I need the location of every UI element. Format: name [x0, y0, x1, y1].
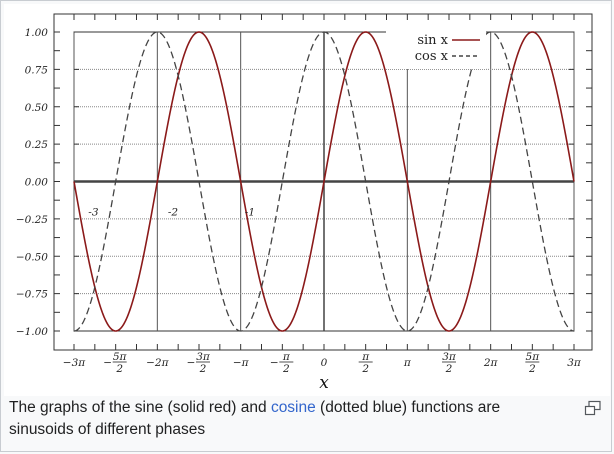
sine-cosine-chart: 1.00 0.75 0.50 0.25 0.00 −0.25 −0.50 −0.75 −1.00…: [4, 4, 610, 396]
x-tick-label: 5π2: [525, 351, 540, 375]
x-tick-label-sign: −: [270, 357, 279, 369]
x-tick-label-denominator: 2: [115, 363, 123, 375]
chart-svg: 1.00 0.75 0.50 0.25 0.00 −0.25 −0.50 −0.75 −1.00…: [16, 13, 593, 393]
y-tick-label: 0.00: [25, 177, 49, 189]
x-tick-label: π: [403, 357, 412, 369]
sin-series-line: [73, 31, 575, 332]
y-tick-label: 0.75: [25, 64, 49, 76]
x-tick-label-denominator: 2: [282, 363, 290, 375]
x-tick-label-denominator: 2: [199, 363, 207, 375]
y-tick-label: −0.75: [16, 289, 48, 301]
x-tick-label-numerator: π: [282, 351, 291, 363]
x-tick-label-numerator: π: [361, 351, 370, 363]
y-tick-label: −0.50: [16, 251, 48, 263]
x-tick-label-numerator: 5π: [526, 351, 541, 363]
y-tick-label: −1.00: [16, 326, 48, 338]
x-tick-label-numerator: 3π: [196, 351, 211, 363]
figure-caption: The graphs of the sine (solid red) and c…: [9, 397, 569, 441]
x-tick-label: −3π: [63, 357, 86, 369]
inner-axis-label: -1: [245, 207, 255, 219]
x-tick-label: −π: [233, 357, 250, 369]
x-tick-label: −3π2: [187, 351, 211, 375]
magnify-clip-icon[interactable]: [584, 400, 602, 416]
x-tick-label: 0: [321, 357, 328, 369]
x-tick-label-numerator: 5π: [113, 351, 128, 363]
legend-entry-label: cos x: [415, 49, 449, 64]
caption-text-start: The graphs of the sine (solid red) and: [9, 399, 271, 416]
x-tick-label-denominator: 2: [445, 363, 453, 375]
y-tick-label: −0.25: [16, 214, 48, 226]
x-tick-label: −5π2: [103, 351, 127, 375]
x-tick-label: − π2: [270, 351, 294, 375]
legend-entry-label: sin x: [417, 33, 448, 48]
cos-series-line: [73, 31, 575, 332]
x-axis-title: x: [319, 373, 329, 393]
caption-text-end: (dotted blue) functions are sinusoids of…: [9, 399, 501, 438]
inner-axis-label: -2: [168, 207, 179, 219]
y-tick-label: 0.50: [25, 102, 49, 114]
cosine-link[interactable]: cosine: [270, 399, 316, 416]
x-tick-label: 2π: [483, 357, 499, 369]
x-tick-label: π2: [358, 351, 373, 375]
y-tick-label: 1.00: [25, 27, 49, 39]
x-tick-label-sign: −: [103, 357, 112, 369]
x-tick-label: 3π: [567, 357, 582, 369]
y-tick-label: 0.25: [25, 139, 49, 151]
x-tick-label-denominator: 2: [528, 363, 536, 375]
x-tick-label-denominator: 2: [361, 363, 369, 375]
x-tick-label-numerator: 3π: [442, 351, 457, 363]
x-tick-label: −2π: [146, 357, 169, 369]
legend-box: [386, 31, 486, 69]
x-tick-label-sign: −: [187, 357, 196, 369]
x-tick-label: 3π2: [442, 351, 457, 375]
inner-axis-label: -3: [88, 207, 99, 219]
